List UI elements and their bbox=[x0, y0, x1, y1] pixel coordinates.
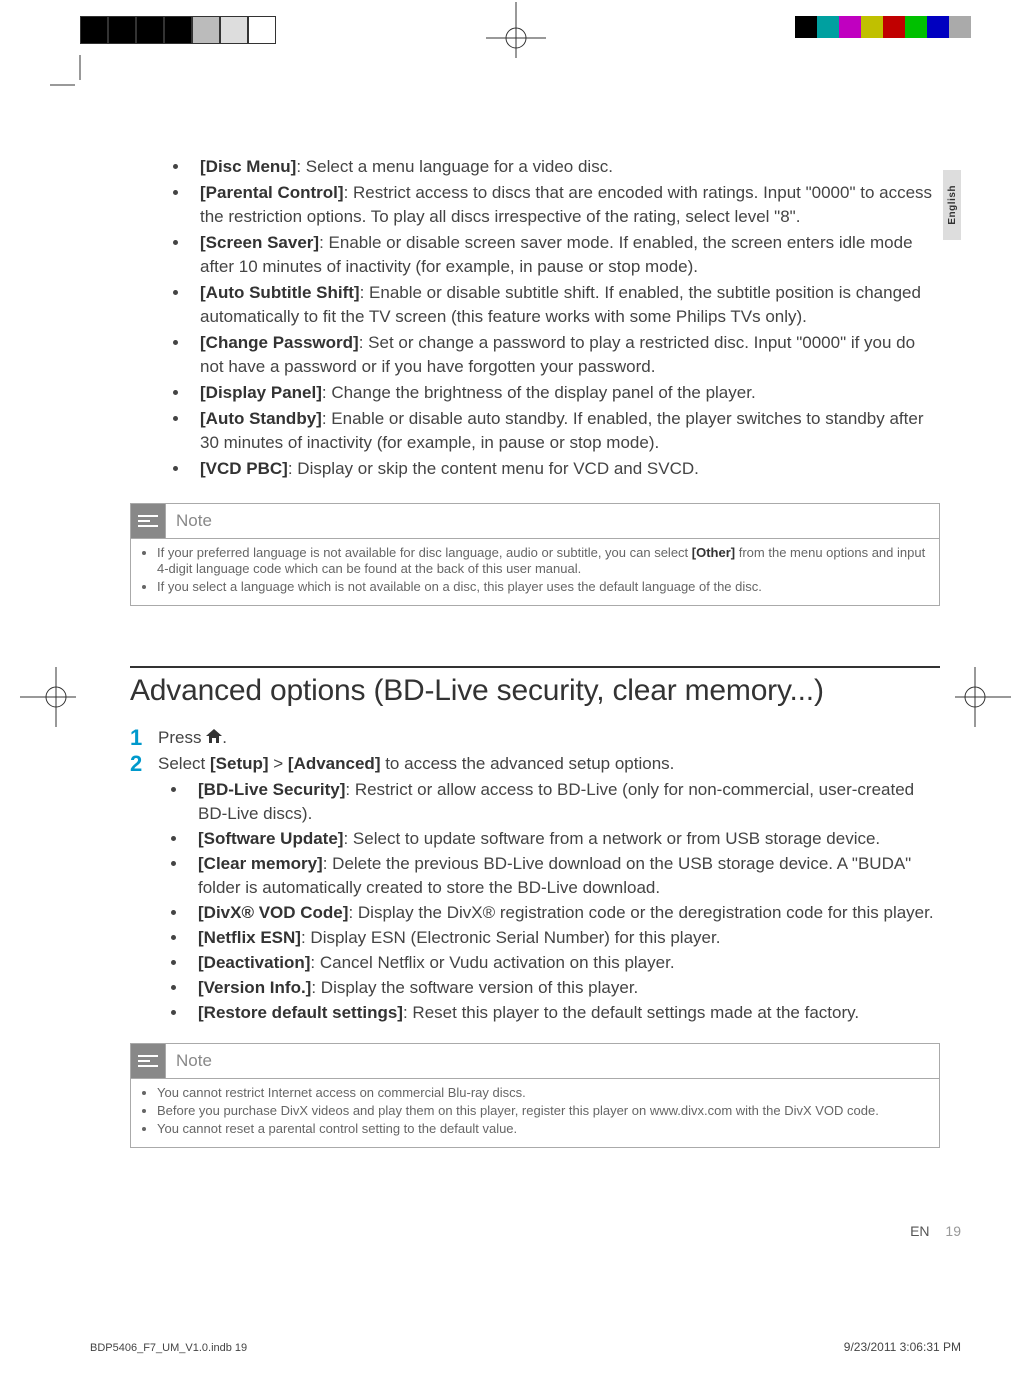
content-area: [Disc Menu]: Select a menu language for … bbox=[130, 155, 940, 1168]
step-num-2: 2 bbox=[130, 752, 158, 776]
note-item: If your preferred language is not availa… bbox=[157, 545, 927, 577]
footer-page: 19 bbox=[945, 1223, 961, 1239]
crop-mark-tl bbox=[50, 55, 90, 95]
option-item: [VCD PBC]: Display or skip the content m… bbox=[190, 457, 940, 481]
options-list-1: [Disc Menu]: Select a menu language for … bbox=[130, 155, 940, 481]
note-body-1: If your preferred language is not availa… bbox=[131, 538, 939, 605]
steps-list: 1 Press . 2 Select [Setup] > [Advanced] … bbox=[130, 726, 940, 776]
home-icon bbox=[206, 729, 222, 746]
advanced-option-item: [Deactivation]: Cancel Netflix or Vudu a… bbox=[188, 951, 940, 975]
option-item: [Screen Saver]: Enable or disable screen… bbox=[190, 231, 940, 279]
note-icon-2 bbox=[131, 1044, 166, 1078]
reg-crosshair-left bbox=[18, 667, 78, 727]
advanced-option-item: [Clear memory]: Delete the previous BD-L… bbox=[188, 852, 940, 900]
page-footer: EN 19 bbox=[910, 1223, 961, 1239]
note-body-2: You cannot restrict Internet access on c… bbox=[131, 1078, 939, 1147]
step-num-1: 1 bbox=[130, 726, 158, 750]
advanced-option-item: [Version Info.]: Display the software ve… bbox=[188, 976, 940, 1000]
step-text-1: Press . bbox=[158, 726, 940, 750]
option-item: [Disc Menu]: Select a menu language for … bbox=[190, 155, 940, 179]
note-item: You cannot restrict Internet access on c… bbox=[157, 1085, 927, 1101]
advanced-option-item: [Restore default settings]: Reset this p… bbox=[188, 1001, 940, 1025]
note-item: You cannot reset a parental control sett… bbox=[157, 1121, 927, 1137]
reg-crosshair-top bbox=[486, 0, 546, 60]
option-item: [Auto Standby]: Enable or disable auto s… bbox=[190, 407, 940, 455]
note-item: If you select a language which is not av… bbox=[157, 579, 927, 595]
color-bars-left bbox=[80, 16, 276, 44]
step-2: 2 Select [Setup] > [Advanced] to access … bbox=[130, 752, 940, 776]
advanced-option-item: [Software Update]: Select to update soft… bbox=[188, 827, 940, 851]
options-list-2: [BD-Live Security]: Restrict or allow ac… bbox=[130, 778, 940, 1025]
note-box-1: Note If your preferred language is not a… bbox=[130, 503, 940, 606]
page: English [Disc Menu]: Select a menu langu… bbox=[0, 0, 1031, 1394]
language-tab: English bbox=[943, 170, 961, 240]
slug-right: 9/23/2011 3:06:31 PM bbox=[844, 1340, 961, 1354]
note-item: Before you purchase DivX videos and play… bbox=[157, 1103, 927, 1119]
step-text-2: Select [Setup] > [Advanced] to access th… bbox=[158, 752, 940, 776]
language-tab-label: English bbox=[947, 185, 958, 225]
note-title-1: Note bbox=[166, 511, 212, 531]
note-header-2: Note bbox=[131, 1044, 939, 1078]
option-item: [Auto Subtitle Shift]: Enable or disable… bbox=[190, 281, 940, 329]
advanced-option-item: [Netflix ESN]: Display ESN (Electronic S… bbox=[188, 926, 940, 950]
slug-left: BDP5406_F7_UM_V1.0.indb 19 bbox=[90, 1342, 247, 1354]
section-title: Advanced options (BD-Live security, clea… bbox=[130, 674, 940, 708]
note-header: Note bbox=[131, 504, 939, 538]
color-bars-right bbox=[795, 16, 971, 38]
option-item: [Change Password]: Set or change a passw… bbox=[190, 331, 940, 379]
advanced-option-item: [DivX® VOD Code]: Display the DivX® regi… bbox=[188, 901, 940, 925]
option-item: [Parental Control]: Restrict access to d… bbox=[190, 181, 940, 229]
advanced-option-item: [BD-Live Security]: Restrict or allow ac… bbox=[188, 778, 940, 826]
footer-lang: EN bbox=[910, 1223, 929, 1239]
step-1: 1 Press . bbox=[130, 726, 940, 750]
note-box-2: Note You cannot restrict Internet access… bbox=[130, 1043, 940, 1148]
reg-crosshair-right bbox=[953, 667, 1013, 727]
option-item: [Display Panel]: Change the brightness o… bbox=[190, 381, 940, 405]
note-icon bbox=[131, 504, 166, 538]
note-title-2: Note bbox=[166, 1051, 212, 1071]
section-rule bbox=[130, 666, 940, 668]
